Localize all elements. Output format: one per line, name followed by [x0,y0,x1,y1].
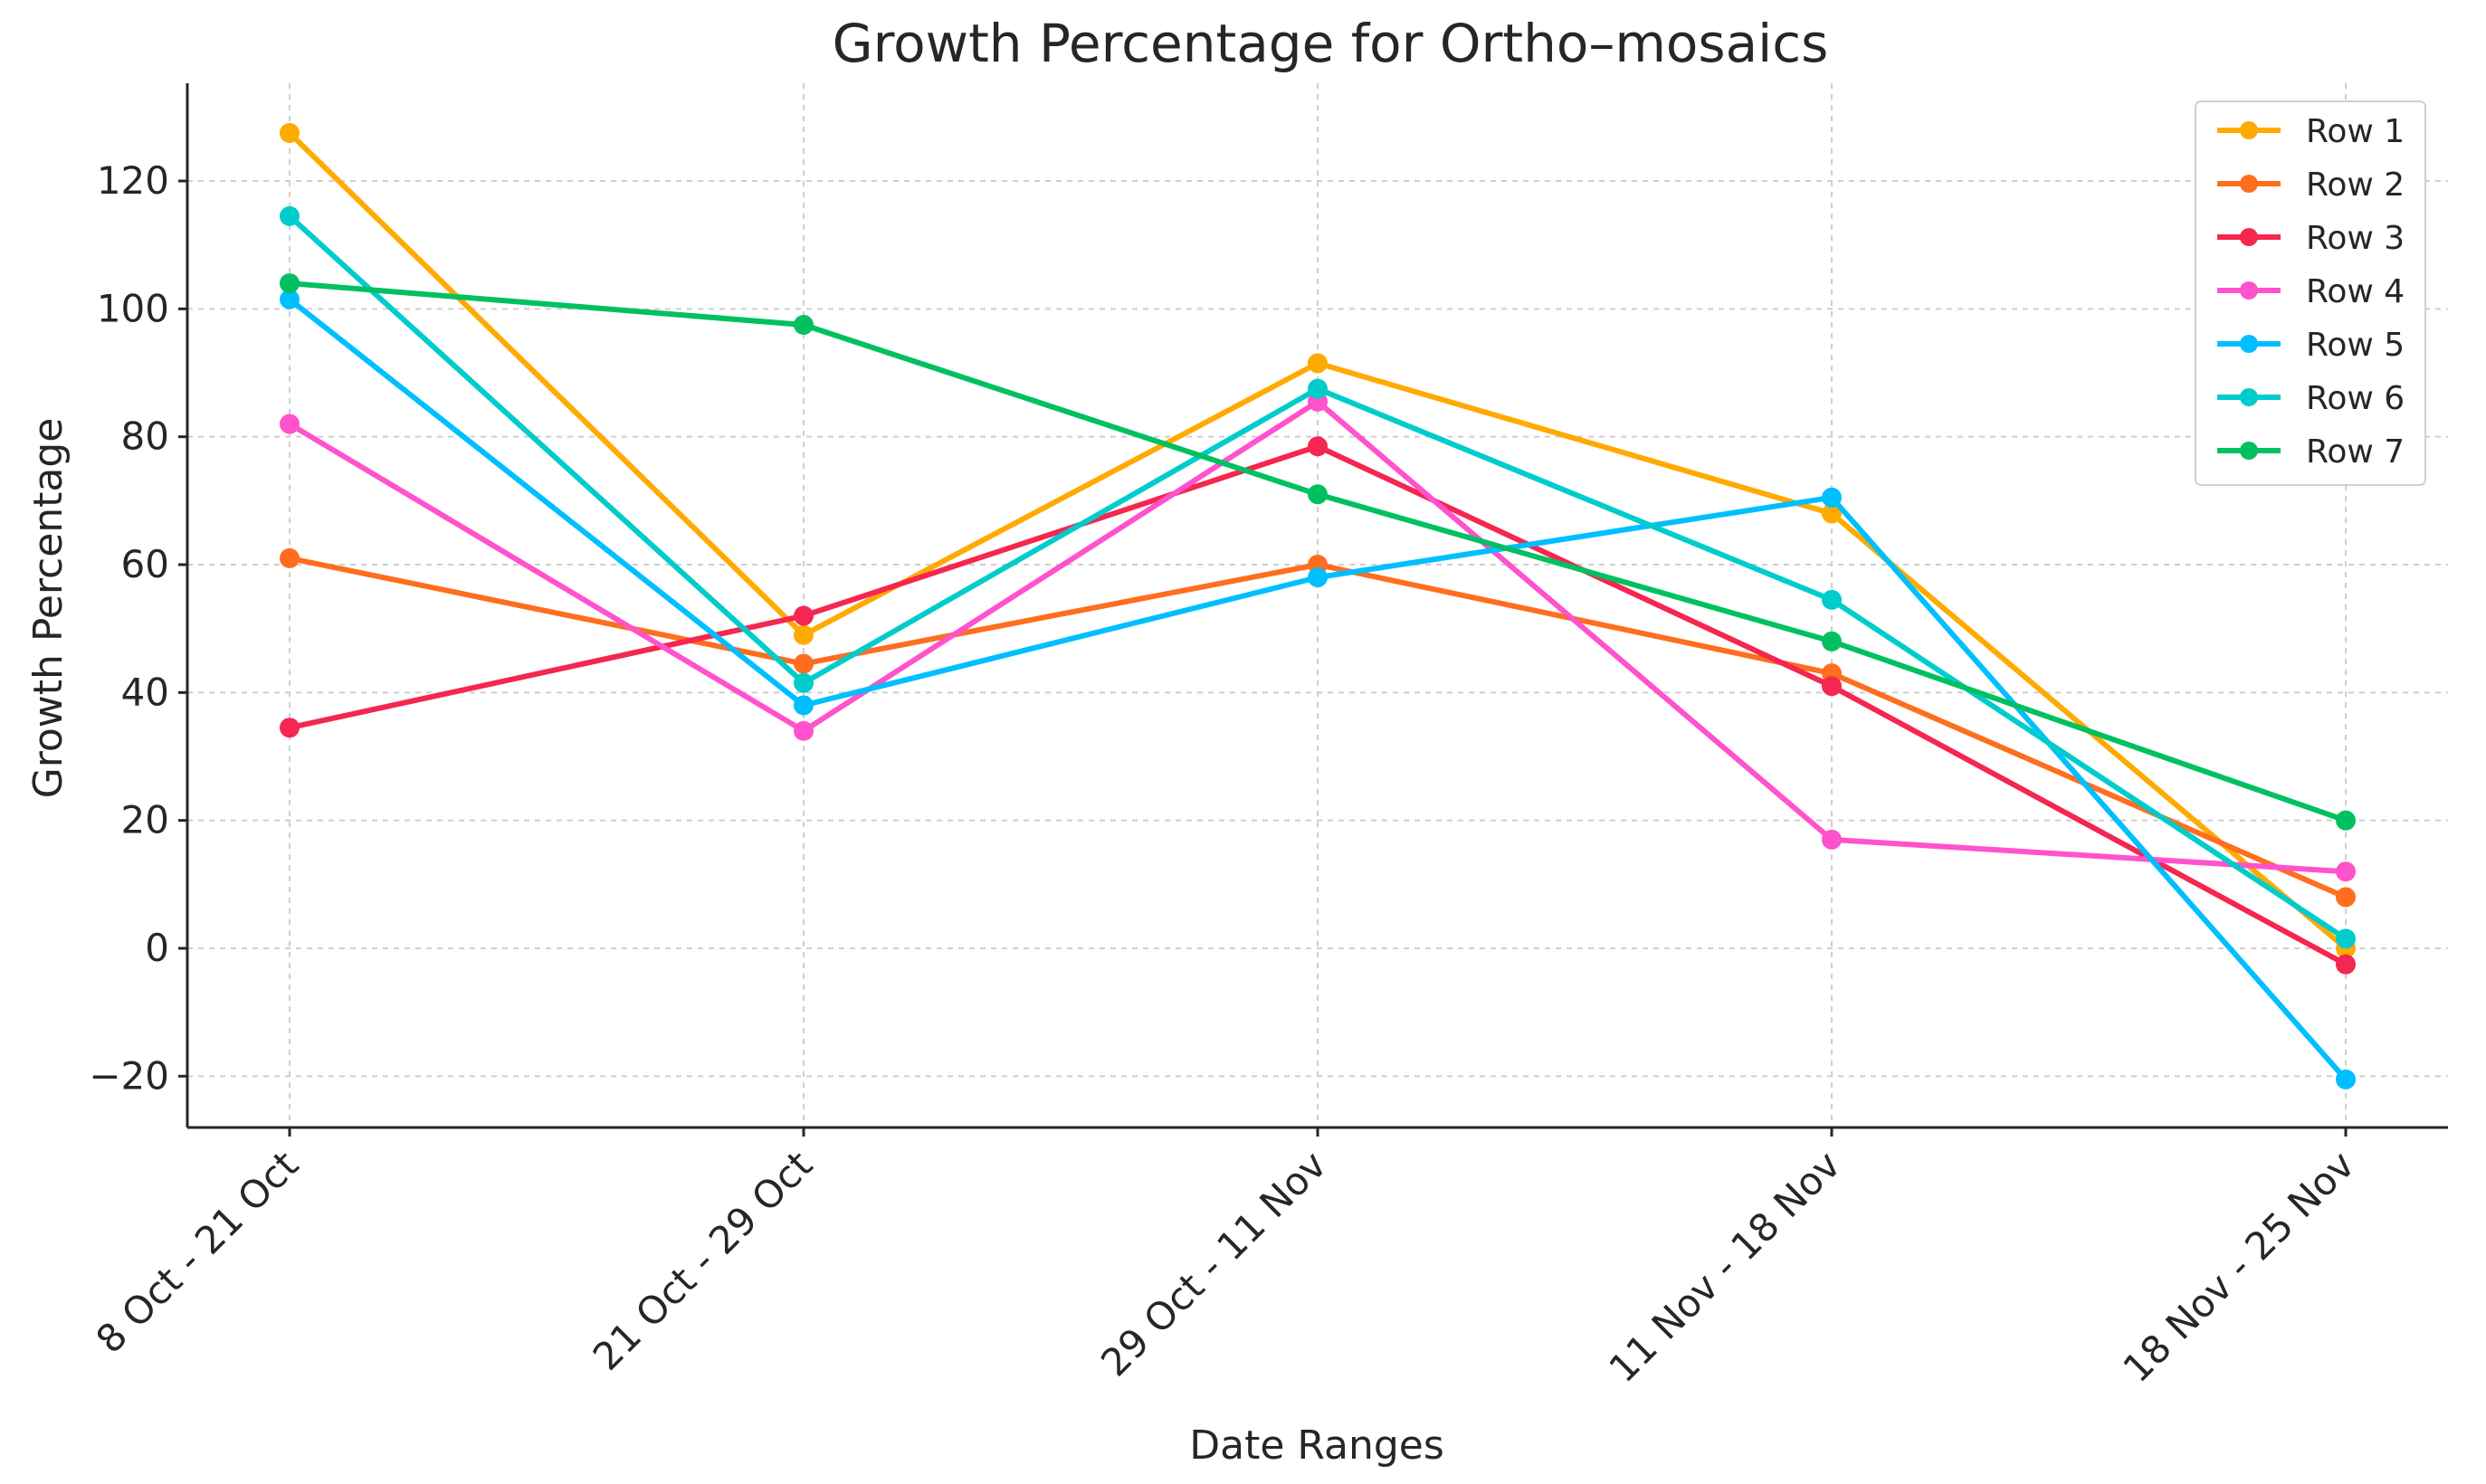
data-point [1822,829,1842,850]
x-tick-label: 8 Oct - 21 Oct [88,1142,308,1362]
y-tick-label: 120 [97,158,169,203]
legend-marker [2240,442,2258,460]
y-tick-label: 100 [97,286,169,330]
data-point [1822,503,1842,524]
legend-label: Row 1 [2306,113,2405,150]
legend-label: Row 5 [2306,327,2405,364]
series-row-7 [280,273,2356,831]
series-row-6 [280,205,2356,949]
data-point [280,547,300,568]
data-point [794,720,814,741]
y-tick-label: 0 [145,926,169,970]
data-point [794,653,814,674]
y-tick-label: 20 [121,798,169,842]
legend-label: Row 2 [2306,166,2405,204]
y-axis-label: Growth Percentage [25,418,71,799]
data-point [280,205,300,226]
legend-item: Row 5 [2217,327,2405,364]
data-point [794,605,814,626]
legend-label: Row 7 [2306,433,2405,471]
data-point [1308,484,1328,505]
y-tick-label: 40 [121,670,169,714]
x-ticks: 8 Oct - 21 Oct 21 Oct - 29 Oct 29 Oct - 11… [88,1127,2363,1391]
data-point [2336,928,2356,949]
y-tick-label: −20 [89,1053,169,1098]
x-tick-label: 11 Nov - 18 Nov [1600,1142,1849,1391]
chart-title: Growth Percentage for Ortho–mosaics [833,13,1829,74]
legend: Row 1 Row 2 Row 3 Row 4 Row 5 Row 6 Row 7 [2195,100,2426,486]
legend-item: Row 6 [2217,380,2405,417]
legend-item: Row 4 [2217,273,2405,310]
y-tick-label: 80 [121,414,169,459]
legend-label: Row 6 [2306,380,2405,417]
data-point [2336,1069,2356,1089]
y-ticks: −20 0 20 40 60 80 100 120 [89,158,187,1098]
data-point [1308,353,1328,374]
legend-item: Row 1 [2217,113,2405,150]
legend-marker [2240,121,2258,139]
series-row-4 [280,391,2356,882]
legend-box [2195,100,2426,486]
data-point [1822,589,1842,610]
data-point [280,289,300,309]
data-point [1822,676,1842,697]
x-tick-label: 18 Nov - 25 Nov [2114,1142,2363,1391]
data-point [280,123,300,143]
data-point [1822,487,1842,508]
data-point [280,718,300,738]
data-point [794,624,814,645]
legend-item: Row 7 [2217,433,2405,471]
series-row-3 [280,436,2356,975]
data-point [2336,954,2356,975]
x-tick-label: 29 Oct - 11 Nov [1092,1142,1335,1384]
y-tick-label: 60 [121,542,169,586]
x-tick-label: 21 Oct - 29 Oct [585,1142,821,1378]
data-point [1822,631,1842,652]
data-point [1308,567,1328,588]
legend-marker [2240,228,2258,246]
data-point [1308,378,1328,399]
legend-marker [2240,281,2258,300]
data-point [794,672,814,693]
legend-marker [2240,175,2258,193]
legend-item: Row 2 [2217,166,2405,204]
legend-label: Row 3 [2306,220,2405,257]
legend-label: Row 4 [2306,273,2405,310]
data-point [2336,861,2356,882]
data-point [794,695,814,716]
legend-marker [2240,335,2258,353]
series-row-5 [280,289,2356,1089]
series [280,123,2356,1089]
x-axis-label: Date Ranges [1189,1422,1444,1469]
data-point [794,315,814,335]
data-point [2336,810,2356,831]
data-point [280,273,300,294]
legend-item: Row 3 [2217,220,2405,257]
data-point [280,414,300,434]
data-point [2336,887,2356,908]
data-point [1308,436,1328,457]
legend-marker [2240,388,2258,406]
